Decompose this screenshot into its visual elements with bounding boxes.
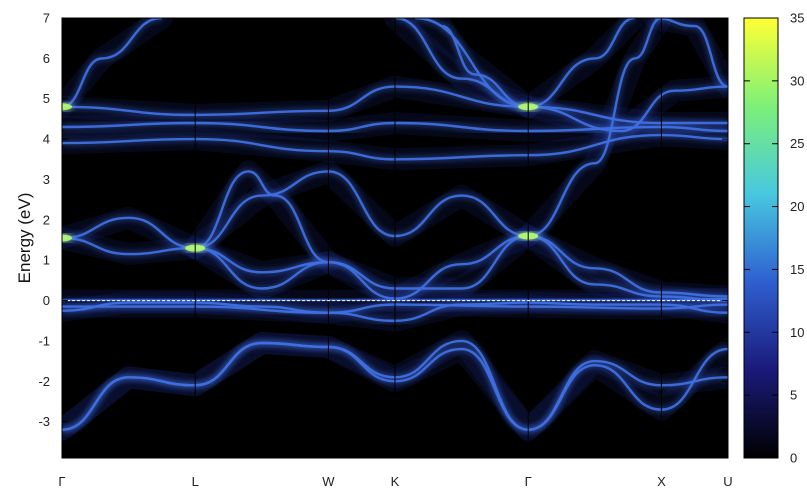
y-tick-label: 0: [43, 293, 50, 308]
y-tick-label: 1: [43, 253, 50, 268]
x-tick-label: X: [657, 474, 666, 489]
y-tick-label: 4: [43, 132, 50, 147]
y-axis-ticks: -3 -2 -1 0 1 2 3 4 5 6 7: [38, 11, 728, 429]
y-tick-label: 2: [43, 212, 50, 227]
colorbar-ticks: 0 5 10 15 20 25 30 35: [744, 11, 804, 466]
colorbar-tick-label: 25: [790, 136, 804, 151]
x-tick-label: U: [723, 474, 732, 489]
high-symmetry-lines: [194, 18, 662, 458]
plot-frame: [61, 17, 729, 459]
band-crossing-spot: [62, 103, 72, 111]
y-tick-label: 6: [43, 51, 50, 66]
band-line: [528, 85, 728, 133]
y-tick-label: 7: [43, 11, 50, 26]
x-tick-label: Γ: [58, 474, 65, 489]
colorbar-tick-label: 5: [790, 388, 797, 403]
y-tick-label: 3: [43, 172, 50, 187]
band-line: [62, 339, 728, 431]
band-crossing-spot: [62, 234, 72, 242]
band-line: [194, 170, 329, 264]
y-tick-label: 5: [43, 91, 50, 106]
colorbar: [743, 17, 779, 459]
y-axis-title: Energy (eV): [15, 193, 34, 284]
y-tick-label: -1: [38, 333, 50, 348]
colorbar-tick-label: 20: [790, 199, 804, 214]
colorbar-tick-label: 15: [790, 262, 804, 277]
colorbar-tick-label: 10: [790, 325, 804, 340]
colorbar-tick-label: 35: [790, 11, 804, 26]
band-line: [195, 170, 529, 250]
band-line: [654, 18, 728, 88]
band-line: [414, 18, 529, 108]
y-tick-label: -2: [38, 374, 50, 389]
x-tick-label: Γ: [525, 474, 532, 489]
y-tick-label: -3: [38, 414, 50, 429]
band-line: [62, 18, 162, 108]
x-tick-label: K: [391, 474, 400, 489]
colorbar-tick-label: 30: [790, 73, 804, 88]
x-tick-label: W: [322, 474, 335, 489]
colorbar-tick-label: 0: [790, 451, 797, 466]
x-tick-label: L: [192, 474, 199, 489]
